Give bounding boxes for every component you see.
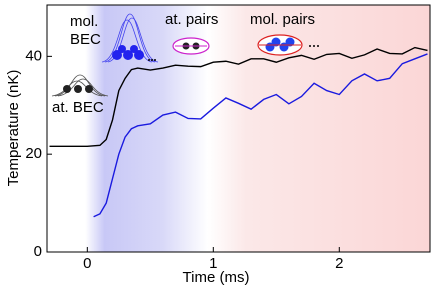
y-tick-label: 0 [34,243,42,260]
y-axis-label: Temperature (nK) [5,70,22,187]
annotation: BEC [70,31,101,48]
plot-frame [46,4,431,253]
inset-at-bec [51,74,109,97]
inset-at-pairs [172,37,210,55]
y-tick-label: 40 [25,47,42,64]
x-tick-label: 2 [335,255,343,272]
inset-mol-pairs [257,34,319,56]
x-axis-label: Time (ms) [183,269,250,286]
background [47,5,430,252]
annotation: at. pairs [165,11,218,28]
series-line [93,53,428,218]
annotation: mol. [70,13,98,30]
x-tick-label: 0 [83,255,91,272]
annotation: mol. pairs [250,11,315,28]
x-tick-label: 1 [209,255,217,272]
y-tick-label: 20 [25,145,42,162]
inset-mol-bec [101,13,159,63]
series-line [49,46,428,148]
plot [49,46,428,218]
annotation: at. BEC [52,99,104,116]
